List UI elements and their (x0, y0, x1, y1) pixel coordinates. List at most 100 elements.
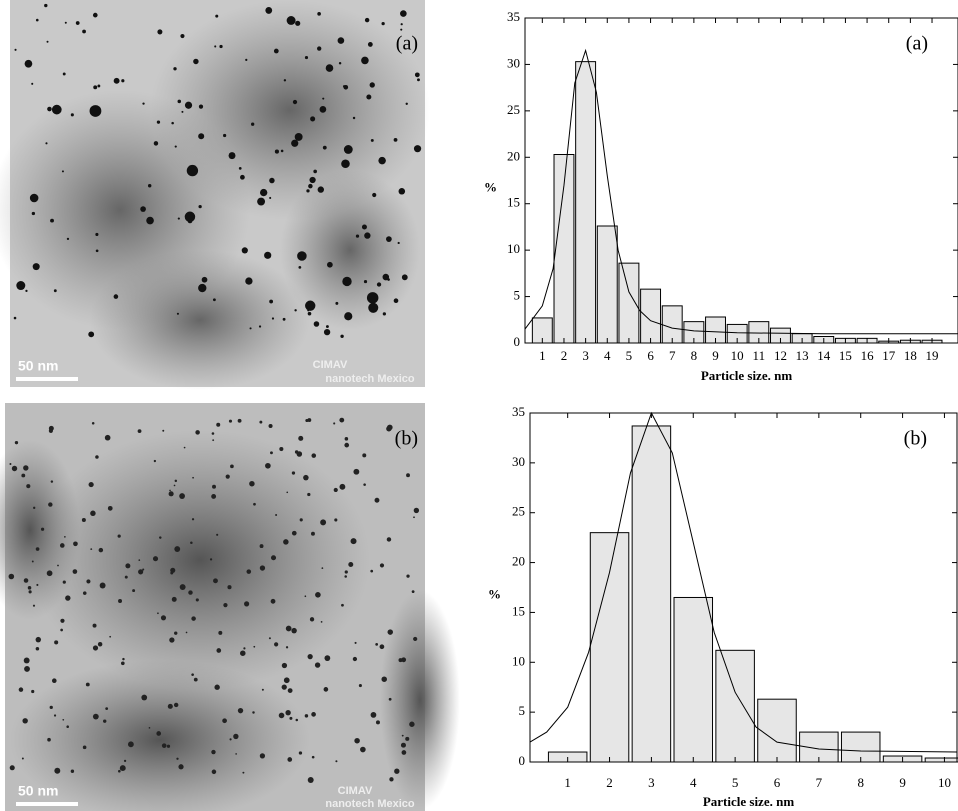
particle (304, 714, 309, 718)
particle (28, 590, 32, 594)
particle (26, 484, 31, 489)
particle (343, 145, 353, 154)
particle (169, 489, 171, 492)
particle (338, 61, 342, 65)
particle (27, 586, 32, 590)
particle (157, 612, 159, 615)
particle (118, 769, 121, 773)
y-tick-label: 15 (512, 603, 525, 618)
fit-curve (524, 48, 958, 335)
particle (400, 10, 407, 17)
particle (274, 642, 279, 647)
bar (631, 425, 672, 763)
particle (93, 85, 98, 90)
particle (31, 560, 34, 563)
particle (264, 251, 272, 259)
particle (400, 23, 403, 26)
y-tick-label: 0 (514, 334, 521, 349)
particle (306, 189, 310, 193)
x-tick-label: 12 (774, 348, 787, 363)
particle (350, 538, 357, 545)
particle (81, 517, 86, 523)
particle (29, 193, 39, 203)
particle (53, 289, 57, 293)
particle (171, 596, 177, 602)
particle (153, 141, 159, 146)
particle (22, 718, 28, 724)
particle (315, 591, 321, 598)
particle (259, 565, 266, 571)
particle (270, 555, 277, 561)
particle (66, 725, 69, 728)
particle (304, 55, 309, 60)
particle (341, 159, 350, 169)
particle (50, 480, 54, 483)
particle (401, 274, 408, 281)
particle (31, 82, 34, 85)
particle (273, 48, 279, 54)
particle (211, 749, 216, 755)
particle (295, 20, 301, 26)
particle (283, 539, 289, 545)
particle (184, 101, 193, 109)
particle (362, 453, 367, 458)
y-tick-label: 5 (519, 703, 526, 718)
particle (86, 579, 91, 584)
particle (211, 769, 217, 775)
particle (417, 78, 420, 82)
particle (173, 702, 179, 708)
particle (85, 682, 90, 687)
bar (640, 288, 662, 344)
bar (757, 698, 797, 763)
particle (366, 94, 372, 100)
particle (269, 299, 274, 304)
x-tick-label: 4 (690, 775, 697, 790)
particle (382, 312, 386, 316)
particle (138, 559, 141, 561)
particle (253, 645, 256, 648)
particle (344, 575, 347, 578)
particle (178, 764, 184, 770)
particle (168, 491, 174, 497)
particle (176, 757, 179, 760)
particle (244, 601, 250, 607)
x-tick-label: 7 (816, 775, 823, 790)
x-axis-label: Particle size. nm (703, 794, 794, 809)
particle (88, 481, 94, 488)
particle (24, 59, 33, 68)
particle (414, 72, 420, 78)
particle (14, 441, 19, 445)
x-tick-label: 5 (626, 348, 633, 363)
x-tick-label: 2 (606, 775, 613, 790)
x-axis-label: Particle size. nm (701, 368, 792, 383)
particle (25, 289, 28, 292)
particle (335, 760, 338, 763)
y-axis-label: % (484, 179, 497, 194)
particle (82, 745, 87, 750)
y-tick-label: 15 (507, 195, 520, 210)
particle (216, 533, 219, 536)
x-tick-label: 2 (561, 348, 568, 363)
particle (51, 104, 62, 115)
particle (169, 637, 175, 643)
particle (333, 487, 338, 493)
particle (198, 204, 202, 209)
particle (23, 657, 30, 664)
x-tick-label: 8 (857, 775, 864, 790)
particle (259, 420, 263, 424)
particle (265, 462, 271, 469)
particle (118, 598, 123, 603)
particle (103, 719, 107, 723)
particle (185, 631, 188, 634)
particle (212, 439, 215, 442)
particle (265, 7, 273, 14)
particle (35, 646, 40, 651)
particle (320, 620, 323, 623)
particle (268, 637, 271, 640)
particle (209, 558, 213, 561)
particle (53, 714, 57, 717)
particle (241, 247, 248, 254)
particle (214, 684, 220, 690)
particle (211, 432, 215, 435)
particle (215, 14, 219, 18)
